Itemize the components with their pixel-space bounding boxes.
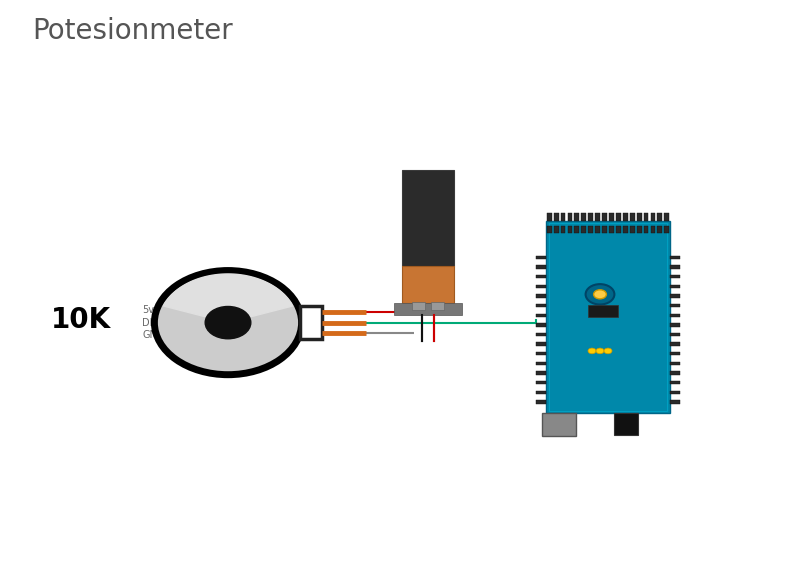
Text: Arduino MEGA: Arduino MEGA: [614, 311, 618, 357]
Circle shape: [205, 306, 251, 339]
Bar: [550, 223, 667, 411]
Bar: [630, 226, 634, 233]
Bar: [567, 226, 572, 233]
Circle shape: [604, 348, 612, 354]
Text: 5v: 5v: [419, 202, 437, 215]
Bar: [670, 333, 680, 336]
Bar: [637, 226, 642, 233]
Circle shape: [594, 290, 606, 299]
Bar: [547, 226, 551, 233]
Bar: [536, 323, 546, 327]
Bar: [588, 305, 618, 317]
Bar: [574, 213, 579, 221]
Text: DIN: DIN: [142, 318, 160, 328]
Bar: [670, 400, 680, 404]
Bar: [547, 213, 551, 221]
Bar: [670, 342, 680, 346]
Bar: [554, 226, 558, 233]
Bar: [602, 213, 607, 221]
Text: 5v: 5v: [142, 305, 154, 315]
Bar: [582, 226, 586, 233]
Circle shape: [588, 348, 596, 354]
Bar: [644, 213, 649, 221]
Bar: [670, 314, 680, 317]
Bar: [670, 371, 680, 375]
Bar: [300, 306, 322, 339]
Bar: [609, 213, 614, 221]
Bar: [561, 213, 566, 221]
Bar: [412, 302, 425, 310]
Bar: [536, 314, 546, 317]
Bar: [670, 391, 680, 394]
Bar: [431, 302, 444, 310]
Bar: [650, 226, 655, 233]
Bar: [670, 362, 680, 365]
Bar: [536, 333, 546, 336]
Bar: [595, 226, 600, 233]
Bar: [567, 213, 572, 221]
Bar: [536, 275, 546, 278]
Bar: [670, 275, 680, 278]
Bar: [588, 213, 593, 221]
Bar: [536, 265, 546, 269]
Bar: [536, 342, 546, 346]
Bar: [614, 413, 638, 435]
Bar: [554, 213, 558, 221]
Bar: [670, 256, 680, 259]
Bar: [616, 213, 621, 221]
Text: Potesionmeter: Potesionmeter: [32, 17, 233, 45]
Bar: [588, 226, 593, 233]
Bar: [536, 391, 546, 394]
Bar: [536, 256, 546, 259]
Bar: [602, 226, 607, 233]
Circle shape: [586, 284, 614, 305]
Bar: [658, 213, 662, 221]
Bar: [670, 265, 680, 269]
Bar: [670, 285, 680, 288]
Text: GND: GND: [142, 330, 165, 340]
Bar: [670, 304, 680, 307]
Bar: [670, 381, 680, 384]
Circle shape: [154, 271, 302, 375]
Polygon shape: [163, 274, 293, 323]
Bar: [670, 352, 680, 355]
Bar: [670, 323, 680, 327]
Bar: [650, 213, 655, 221]
Bar: [609, 226, 614, 233]
Text: 2A: 2A: [419, 226, 437, 239]
Bar: [536, 352, 546, 355]
Bar: [402, 170, 454, 266]
Bar: [536, 371, 546, 375]
Bar: [574, 226, 579, 233]
Bar: [536, 362, 546, 365]
Bar: [623, 213, 628, 221]
Bar: [658, 226, 662, 233]
Bar: [595, 213, 600, 221]
Bar: [670, 294, 680, 298]
Bar: [623, 226, 628, 233]
Bar: [630, 213, 634, 221]
Bar: [536, 285, 546, 288]
Text: 10K: 10K: [50, 306, 110, 334]
Bar: [402, 266, 454, 303]
Bar: [616, 226, 621, 233]
Bar: [536, 381, 546, 384]
Bar: [542, 413, 576, 436]
Bar: [664, 226, 669, 233]
Circle shape: [596, 348, 604, 354]
Bar: [637, 213, 642, 221]
Bar: [536, 400, 546, 404]
Bar: [536, 304, 546, 307]
Bar: [561, 226, 566, 233]
Bar: [664, 213, 669, 221]
Bar: [582, 213, 586, 221]
Bar: [536, 294, 546, 298]
Bar: [644, 226, 649, 233]
Bar: [394, 303, 462, 315]
Bar: [546, 221, 670, 413]
